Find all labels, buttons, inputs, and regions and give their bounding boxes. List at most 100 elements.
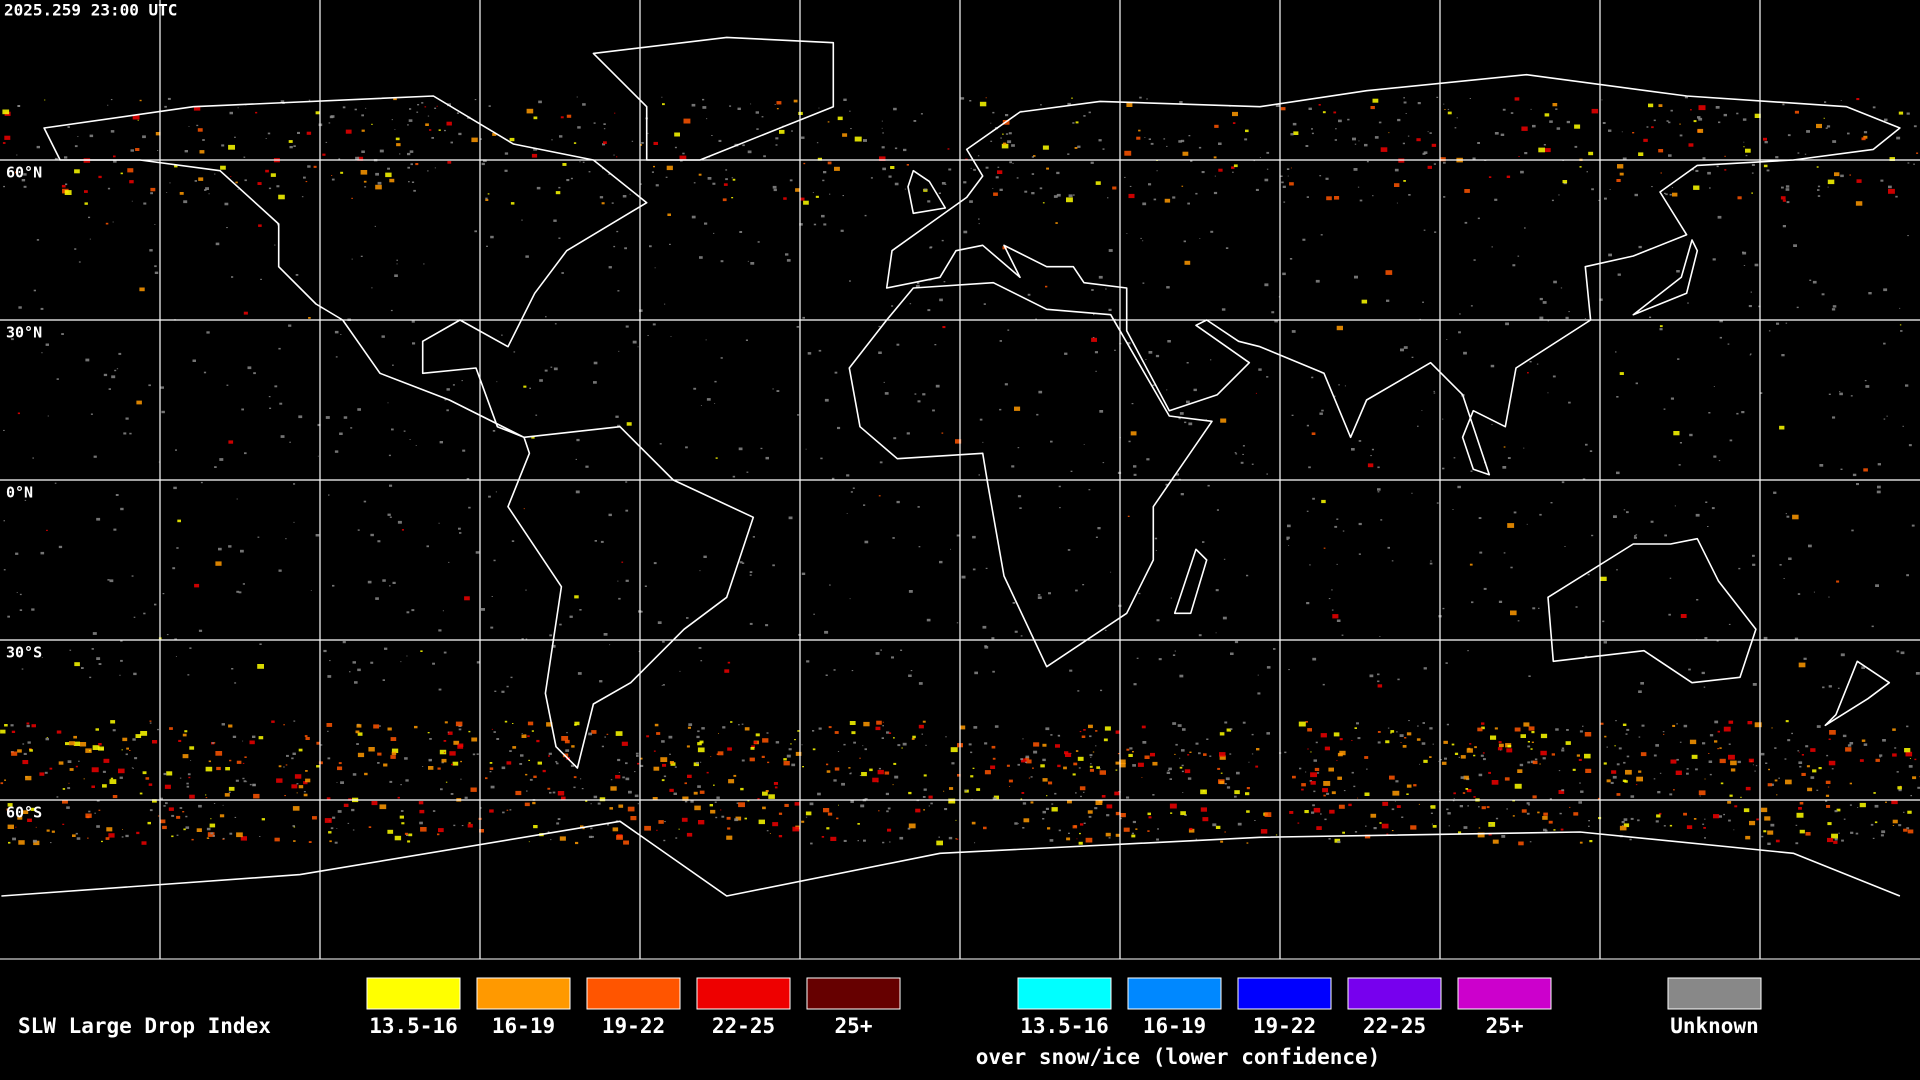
cloud-speckle: [1255, 188, 1259, 191]
cloud-speckle: [1078, 841, 1083, 845]
cloud-speckle: [1273, 648, 1276, 650]
cloud-speckle: [1091, 337, 1097, 342]
cloud-speckle: [893, 107, 897, 111]
cloud-speckle: [207, 832, 215, 837]
cloud-speckle: [1565, 741, 1571, 745]
cloud-speckle: [1297, 822, 1300, 824]
cloud-speckle: [1868, 292, 1872, 295]
cloud-speckle: [347, 822, 350, 824]
cloud-speckle: [222, 837, 225, 840]
cloud-speckle: [727, 827, 731, 830]
cloud-speckle: [547, 787, 551, 790]
cloud-speckle: [657, 621, 662, 624]
cloud-speckle: [110, 99, 113, 101]
cloud-speckle: [1107, 197, 1109, 199]
cloud-speckle: [1072, 773, 1076, 776]
cloud-speckle: [389, 780, 393, 783]
cloud-speckle: [1686, 825, 1693, 829]
cloud-speckle: [775, 741, 780, 744]
cloud-speckle: [1488, 822, 1496, 827]
cloud-speckle: [242, 762, 245, 764]
cloud-speckle: [24, 499, 27, 501]
cloud-speckle: [1042, 778, 1048, 782]
cloud-speckle: [370, 533, 374, 537]
cloud-speckle: [110, 720, 116, 724]
cloud-speckle: [827, 161, 832, 165]
cloud-speckle: [308, 317, 311, 319]
cloud-speckle: [1095, 745, 1097, 747]
cloud-speckle: [464, 796, 468, 799]
cloud-speckle: [1175, 473, 1179, 476]
cloud-speckle: [1517, 255, 1520, 257]
cloud-speckle: [1242, 453, 1244, 455]
cloud-speckle: [1754, 263, 1759, 267]
cloud-speckle: [1012, 162, 1014, 164]
cloud-speckle: [1183, 240, 1186, 243]
cloud-speckle: [1676, 723, 1678, 725]
cloud-speckle: [1333, 395, 1336, 397]
cloud-speckle: [305, 770, 308, 772]
cloud-speckle: [1622, 779, 1627, 782]
cloud-speckle: [1374, 136, 1379, 139]
cloud-speckle: [493, 731, 496, 733]
cloud-speckle: [495, 491, 497, 493]
cloud-speckle: [458, 132, 462, 136]
cloud-speckle: [720, 260, 724, 263]
cloud-speckle: [1309, 780, 1312, 782]
cloud-speckle: [610, 786, 617, 791]
cloud-speckle: [531, 730, 534, 732]
cloud-speckle: [611, 202, 614, 204]
cloud-speckle: [1646, 126, 1649, 128]
cloud-speckle: [667, 213, 671, 216]
legend: SLW Large Drop Index over snow/ice (lowe…: [18, 977, 1762, 1069]
cloud-speckle: [593, 381, 597, 384]
cloud-speckle: [1473, 754, 1476, 757]
cloud-speckle: [360, 170, 368, 175]
cloud-speckle: [1353, 785, 1356, 788]
cloud-speckle: [800, 197, 805, 201]
cloud-speckle: [536, 186, 541, 190]
cloud-speckle: [1552, 103, 1558, 107]
cloud-speckle: [922, 720, 926, 723]
cloud-speckle: [1702, 157, 1706, 160]
cloud-speckle: [474, 99, 477, 101]
cloud-speckle: [1352, 137, 1356, 141]
cloud-speckle: [710, 809, 716, 814]
cloud-speckle: [1025, 755, 1030, 759]
cloud-speckle: [957, 774, 961, 777]
cloud-speckle: [1351, 740, 1353, 741]
cloud-speckle: [1169, 803, 1177, 809]
cloud-speckle: [491, 596, 493, 597]
cloud-speckle: [654, 267, 656, 269]
cloud-speckle: [1528, 726, 1535, 731]
cloud-speckle: [739, 231, 743, 233]
cloud-speckle: [792, 826, 800, 832]
cloud-speckle: [974, 842, 976, 844]
cloud-speckle: [39, 772, 45, 776]
cloud-speckle: [991, 637, 995, 640]
cloud-speckle: [1634, 193, 1638, 197]
cloud-speckle: [1473, 259, 1476, 261]
cloud-speckle: [1658, 104, 1663, 107]
cloud-speckle: [963, 230, 968, 234]
cloud-speckle: [1182, 792, 1184, 793]
cloud-speckle: [564, 739, 570, 744]
cloud-speckle: [1713, 455, 1717, 458]
cloud-speckle: [1569, 806, 1571, 808]
coastline: [1547, 537, 1757, 684]
cloud-speckle: [1491, 246, 1493, 248]
cloud-speckle: [713, 784, 715, 786]
cloud-speckle: [489, 771, 492, 773]
cloud-speckle: [278, 765, 282, 768]
cloud-speckle: [972, 767, 975, 769]
cloud-speckle: [700, 761, 702, 763]
cloud-speckle: [1759, 392, 1763, 394]
cloud-speckle: [261, 818, 265, 821]
cloud-speckle: [1342, 831, 1345, 834]
cloud-speckle: [452, 384, 455, 386]
cloud-speckle: [1676, 270, 1680, 273]
cloud-speckle: [485, 198, 489, 201]
cloud-speckle: [330, 827, 334, 830]
cloud-speckle: [1131, 403, 1134, 405]
